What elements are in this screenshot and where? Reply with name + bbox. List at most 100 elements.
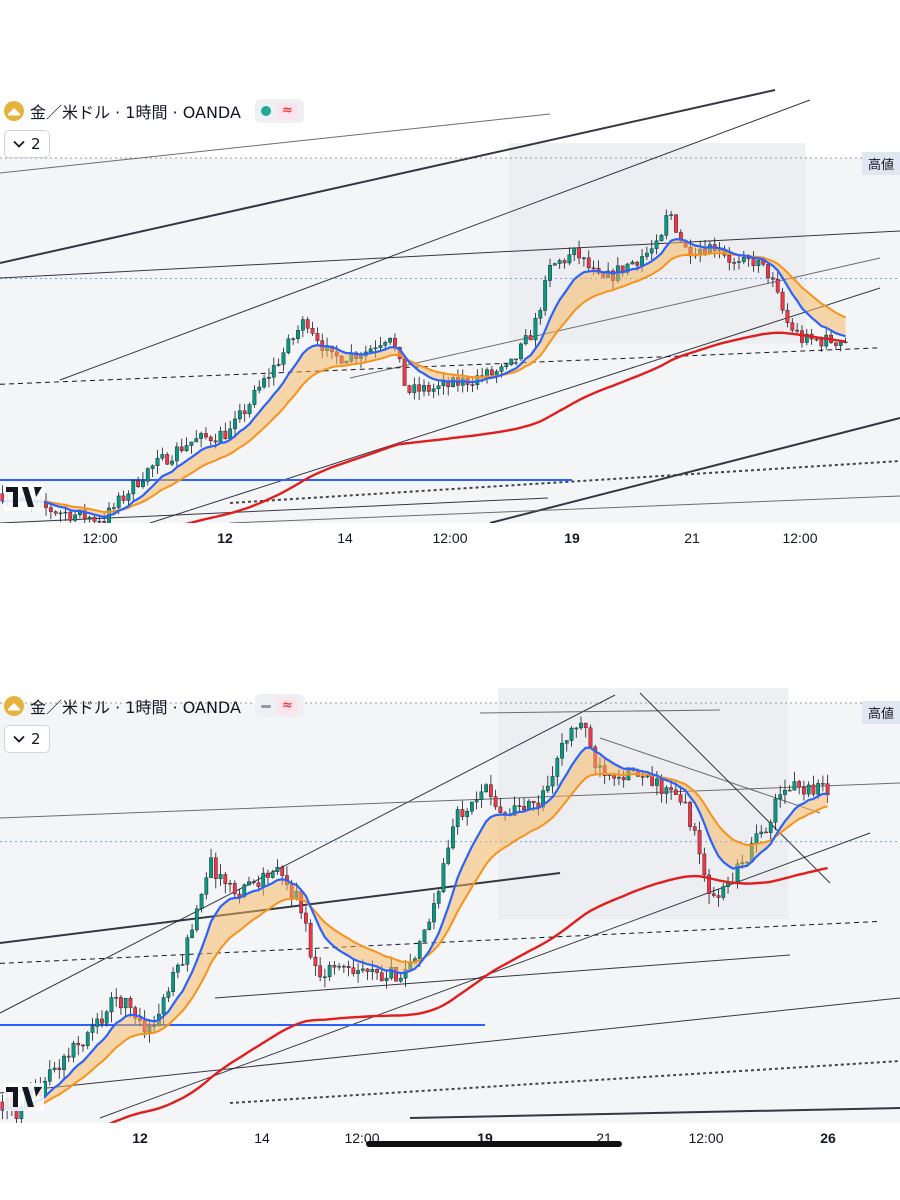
candle-body: [664, 215, 669, 236]
indicator-count: 2: [31, 730, 41, 748]
candle-body: [564, 740, 569, 744]
candle-body: [300, 319, 305, 331]
candle-body: [545, 785, 550, 791]
candle-body: [384, 977, 389, 981]
price-chart-top[interactable]: 12:00 12 14 12:00 19 21 12:00: [0, 88, 900, 563]
candle-body: [645, 252, 649, 257]
candle-body: [332, 964, 337, 968]
candle-body: [659, 778, 664, 794]
candle-body: [498, 806, 503, 813]
slow-moving-average: [2, 772, 828, 1112]
candle-body: [119, 997, 123, 1009]
trend-line: [489, 417, 900, 524]
fast-moving-average: [1, 746, 828, 1112]
market-status-pill[interactable]: ≈: [254, 99, 304, 123]
candle-body: [451, 826, 455, 849]
candle-body: [417, 384, 422, 392]
candle-body: [313, 956, 318, 966]
candle-body: [346, 966, 351, 968]
candle-body: [271, 365, 276, 378]
long-moving-average: [2, 866, 828, 1146]
candle-body: [543, 280, 548, 311]
dashed-trend-line: [0, 347, 881, 385]
candle-body: [62, 1055, 66, 1070]
candle-body: [275, 866, 280, 872]
indicator-toggle[interactable]: 2: [4, 725, 50, 753]
trend-line: [409, 1107, 900, 1119]
candle-body: [261, 872, 266, 887]
candle-body: [145, 468, 150, 482]
time-axis-label: 14: [337, 530, 353, 546]
market-status-pill[interactable]: ≈: [254, 694, 304, 718]
candle-body: [247, 404, 252, 415]
candle-body: [557, 260, 562, 264]
candle-body: [47, 1069, 52, 1082]
candle-body: [787, 789, 792, 792]
candle-body: [649, 248, 654, 254]
candle-body: [531, 800, 536, 804]
candle-body: [412, 384, 417, 393]
candle-body: [92, 516, 97, 522]
candle-body: [702, 853, 707, 876]
candle-body: [102, 520, 107, 523]
candle-body: [128, 998, 133, 1008]
candle-body: [184, 445, 189, 452]
candle-body: [674, 214, 678, 233]
time-axis-label: 19: [564, 530, 580, 546]
candle-body: [707, 874, 711, 894]
candle-body: [759, 831, 764, 834]
candle-body: [160, 454, 165, 459]
symbol-title[interactable]: 金／米ドル · 1時間 · OANDA: [30, 698, 241, 717]
candle-body: [460, 809, 465, 817]
candle-body: [373, 347, 378, 350]
candle-body: [185, 937, 190, 965]
candle-body: [267, 377, 271, 379]
candle-body: [523, 335, 528, 345]
candle-body: [778, 794, 783, 800]
candle-body: [550, 776, 555, 787]
candle-body: [583, 722, 588, 729]
trend-line: [0, 997, 900, 1094]
candle-body: [341, 965, 346, 968]
candle-body: [567, 254, 572, 264]
candle-body: [635, 261, 640, 266]
candle-body: [280, 866, 285, 876]
candle-body: [90, 1026, 95, 1033]
candle-body: [166, 991, 171, 998]
candle-body: [223, 430, 228, 439]
home-indicator[interactable]: [366, 1141, 622, 1147]
market-closed-icon: [260, 704, 271, 708]
chart-panel-top[interactable]: 12:00 12 14 12:00 19 21 12:00 金／米ドル · 1時間 · OA…: [0, 88, 900, 563]
candle-body: [426, 385, 431, 392]
trend-line: [0, 230, 900, 279]
candle-body: [48, 507, 53, 512]
candle-body: [109, 997, 114, 1013]
ma-cloud: [2, 747, 828, 1111]
candle-body: [256, 882, 261, 887]
candle-body: [228, 428, 233, 439]
candle-body: [533, 318, 538, 341]
candle-body: [833, 342, 838, 346]
candle-body: [504, 364, 509, 367]
candle-body: [621, 776, 626, 781]
price-chart-bottom[interactable]: 12 14 12:00 19 21 12:00 26: [0, 683, 900, 1158]
indicator-toggle[interactable]: 2: [4, 130, 50, 158]
candle-body: [569, 727, 574, 741]
candle-body: [383, 342, 388, 346]
candle-body: [257, 386, 262, 391]
candle-body: [775, 279, 780, 293]
candle-body: [562, 260, 567, 264]
chart-panel-bottom[interactable]: 12 14 12:00 19 21 12:00 26 金／米ドル · 1時間 · OANDA…: [0, 683, 900, 1158]
candle-body: [378, 345, 383, 348]
candle-body: [838, 342, 843, 346]
candle-body: [811, 784, 816, 795]
candle-body: [572, 247, 577, 255]
candle-body: [131, 480, 136, 495]
logo-glyph: [6, 1087, 42, 1107]
candle-body: [591, 267, 596, 270]
candle-body: [276, 364, 281, 366]
candle-body: [323, 976, 327, 979]
symbol-title[interactable]: 金／米ドル · 1時間 · OANDA: [30, 103, 241, 122]
candle-body: [281, 352, 286, 365]
candle-body: [111, 507, 116, 509]
